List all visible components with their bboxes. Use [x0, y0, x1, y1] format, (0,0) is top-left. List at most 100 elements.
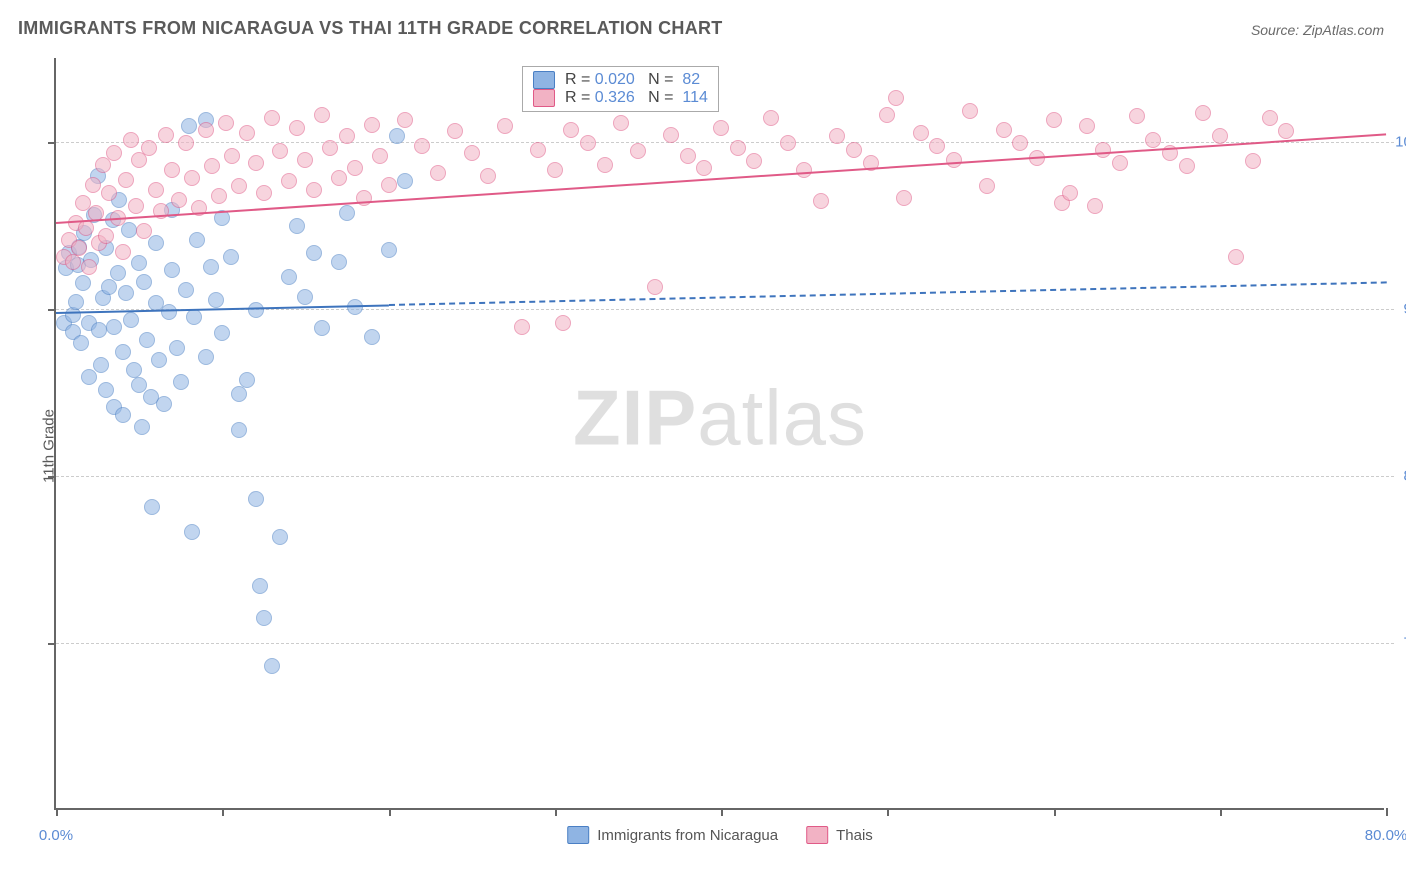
scatter-point-series-1	[218, 115, 234, 131]
scatter-point-series-1	[297, 152, 313, 168]
scatter-point-series-1	[364, 117, 380, 133]
scatter-point-series-0	[106, 319, 122, 335]
x-tick	[555, 808, 557, 816]
scatter-point-series-0	[248, 491, 264, 507]
scatter-point-series-0	[126, 362, 142, 378]
scatter-point-series-0	[364, 329, 380, 345]
scatter-point-series-1	[414, 138, 430, 154]
scatter-point-series-1	[272, 143, 288, 159]
scatter-point-series-1	[281, 173, 297, 189]
scatter-point-series-0	[115, 344, 131, 360]
x-tick	[1220, 808, 1222, 816]
scatter-point-series-0	[131, 255, 147, 271]
scatter-point-series-0	[144, 499, 160, 515]
legend-stats-box: R = 0.020 N = 82 R = 0.326 N = 114	[522, 66, 719, 112]
scatter-point-series-0	[139, 332, 155, 348]
scatter-point-series-1	[464, 145, 480, 161]
scatter-point-series-1	[204, 158, 220, 174]
scatter-point-series-0	[264, 658, 280, 674]
scatter-point-series-1	[264, 110, 280, 126]
y-tick	[48, 476, 56, 478]
scatter-point-series-0	[297, 289, 313, 305]
legend-item: Immigrants from Nicaragua	[567, 826, 778, 844]
scatter-point-series-1	[946, 152, 962, 168]
scatter-point-series-0	[134, 419, 150, 435]
scatter-point-series-0	[223, 249, 239, 265]
scatter-point-series-0	[231, 422, 247, 438]
scatter-point-series-1	[547, 162, 563, 178]
x-tick	[721, 808, 723, 816]
y-tick	[48, 643, 56, 645]
x-tick-label: 0.0%	[39, 827, 73, 844]
scatter-point-series-0	[73, 335, 89, 351]
scatter-point-series-1	[1012, 135, 1028, 151]
scatter-point-series-0	[151, 352, 167, 368]
y-tick-label: 100.0%	[1395, 133, 1406, 150]
scatter-point-series-1	[780, 135, 796, 151]
scatter-point-series-1	[372, 148, 388, 164]
scatter-point-series-1	[381, 177, 397, 193]
scatter-point-series-1	[224, 148, 240, 164]
x-tick	[887, 808, 889, 816]
scatter-point-series-1	[746, 153, 762, 169]
scatter-point-series-1	[1062, 185, 1078, 201]
scatter-point-series-1	[447, 123, 463, 139]
trend-line-dashed-series-0	[388, 282, 1386, 307]
scatter-point-series-1	[314, 107, 330, 123]
scatter-point-series-1	[696, 160, 712, 176]
scatter-point-series-1	[497, 118, 513, 134]
scatter-point-series-0	[339, 205, 355, 221]
scatter-point-series-0	[181, 118, 197, 134]
scatter-point-series-1	[1079, 118, 1095, 134]
scatter-point-series-0	[98, 382, 114, 398]
scatter-point-series-0	[93, 357, 109, 373]
legend-label: Immigrants from Nicaragua	[597, 827, 778, 844]
scatter-point-series-0	[178, 282, 194, 298]
x-tick	[1054, 808, 1056, 816]
legend-stats-row: R = 0.326 N = 114	[533, 89, 708, 107]
scatter-point-series-1	[530, 142, 546, 158]
x-tick	[1386, 808, 1388, 816]
scatter-point-series-0	[256, 610, 272, 626]
scatter-point-series-1	[289, 120, 305, 136]
scatter-point-series-0	[331, 254, 347, 270]
scatter-point-series-1	[1228, 249, 1244, 265]
scatter-point-series-0	[306, 245, 322, 261]
scatter-point-series-0	[281, 269, 297, 285]
scatter-point-series-0	[248, 302, 264, 318]
scatter-point-series-0	[68, 294, 84, 310]
scatter-point-series-0	[289, 218, 305, 234]
scatter-point-series-0	[186, 309, 202, 325]
scatter-point-series-1	[158, 127, 174, 143]
scatter-point-series-1	[306, 182, 322, 198]
legend-swatch	[533, 89, 555, 107]
scatter-point-series-0	[208, 292, 224, 308]
x-tick	[389, 808, 391, 816]
scatter-point-series-1	[85, 177, 101, 193]
gridline-h	[56, 476, 1394, 477]
gridline-h	[56, 643, 1394, 644]
scatter-point-series-1	[555, 315, 571, 331]
scatter-point-series-0	[198, 349, 214, 365]
scatter-point-series-0	[173, 374, 189, 390]
scatter-point-series-1	[198, 122, 214, 138]
x-tick-label: 80.0%	[1365, 827, 1406, 844]
scatter-point-series-1	[763, 110, 779, 126]
scatter-point-series-1	[118, 172, 134, 188]
scatter-point-series-1	[962, 103, 978, 119]
scatter-point-series-0	[136, 274, 152, 290]
scatter-point-series-0	[184, 524, 200, 540]
scatter-point-series-0	[75, 275, 91, 291]
legend-stats-text: R = 0.326 N = 114	[561, 89, 708, 107]
x-tick	[56, 808, 58, 816]
scatter-point-series-1	[563, 122, 579, 138]
scatter-point-series-1	[630, 143, 646, 159]
scatter-point-series-1	[663, 127, 679, 143]
gridline-h	[56, 142, 1394, 143]
scatter-point-series-1	[322, 140, 338, 156]
scatter-point-series-1	[211, 188, 227, 204]
scatter-point-series-1	[239, 125, 255, 141]
scatter-point-series-0	[121, 222, 137, 238]
scatter-point-series-0	[123, 312, 139, 328]
scatter-point-series-0	[161, 304, 177, 320]
